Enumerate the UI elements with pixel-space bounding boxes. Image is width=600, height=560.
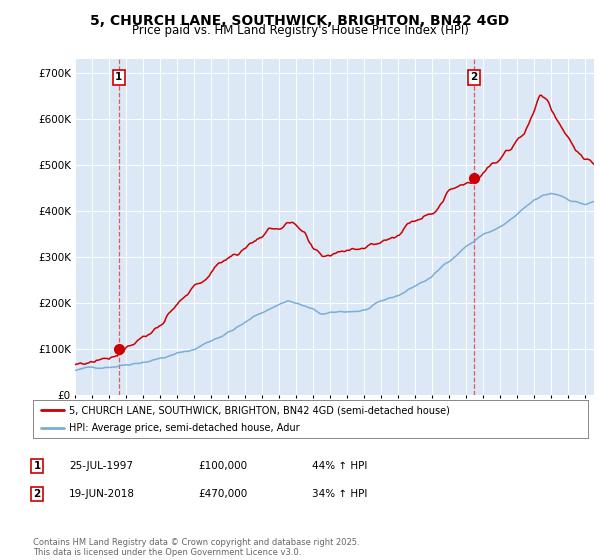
Text: 44% ↑ HPI: 44% ↑ HPI [312,461,367,471]
Text: 2: 2 [470,72,478,82]
Text: 2: 2 [34,489,41,499]
Text: Contains HM Land Registry data © Crown copyright and database right 2025.
This d: Contains HM Land Registry data © Crown c… [33,538,359,557]
Text: £470,000: £470,000 [198,489,247,499]
Text: 1: 1 [115,72,122,82]
Text: 25-JUL-1997: 25-JUL-1997 [69,461,133,471]
Text: 19-JUN-2018: 19-JUN-2018 [69,489,135,499]
Text: 5, CHURCH LANE, SOUTHWICK, BRIGHTON, BN42 4GD (semi-detached house): 5, CHURCH LANE, SOUTHWICK, BRIGHTON, BN4… [69,405,450,415]
Text: £100,000: £100,000 [198,461,247,471]
Text: 5, CHURCH LANE, SOUTHWICK, BRIGHTON, BN42 4GD: 5, CHURCH LANE, SOUTHWICK, BRIGHTON, BN4… [91,14,509,28]
Text: Price paid vs. HM Land Registry's House Price Index (HPI): Price paid vs. HM Land Registry's House … [131,24,469,37]
Text: 34% ↑ HPI: 34% ↑ HPI [312,489,367,499]
Text: 1: 1 [34,461,41,471]
Text: HPI: Average price, semi-detached house, Adur: HPI: Average price, semi-detached house,… [69,423,300,433]
